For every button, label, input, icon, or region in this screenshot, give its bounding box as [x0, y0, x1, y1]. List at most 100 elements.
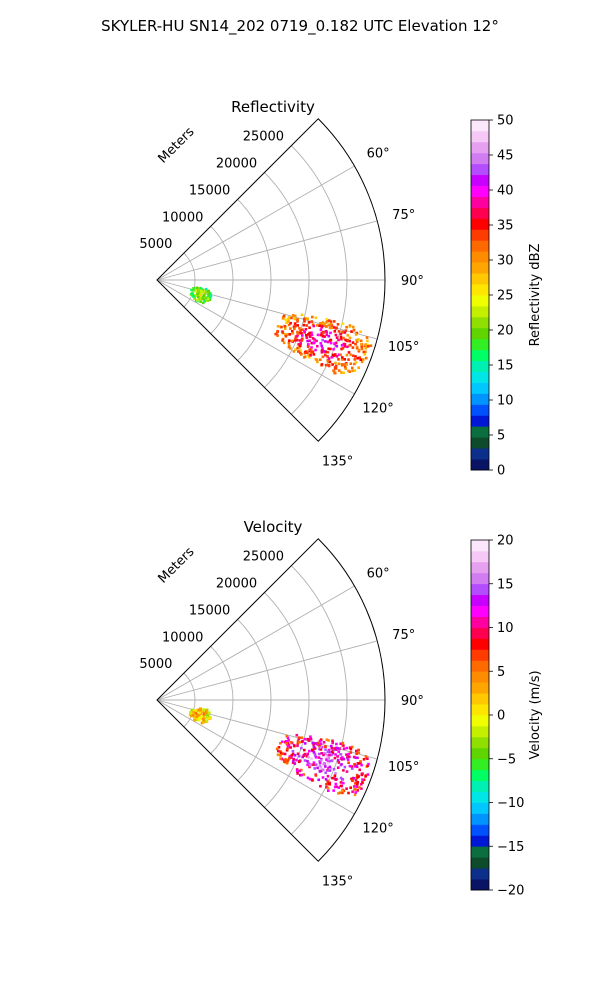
echo-bin [330, 759, 333, 763]
angle-tick-label: 135° [322, 875, 353, 890]
echo-bin [318, 747, 321, 751]
echo-bin [291, 330, 294, 333]
echo-bin [345, 787, 348, 790]
echo-bin [345, 746, 349, 750]
echo-bin [303, 737, 307, 741]
colorbar-swatch [471, 251, 489, 263]
echo-bin [354, 342, 357, 346]
echo-bin [346, 338, 349, 342]
echo-bin [326, 754, 329, 757]
echo-bin [339, 742, 342, 745]
echo-bin [341, 789, 344, 792]
echo-bin [344, 367, 347, 370]
echo-bin [328, 783, 331, 786]
panel-velocity: Velocity 5000 10000 15000 20000 25000 Meters 60… [139, 518, 543, 899]
angle-tick-label: 120° [362, 402, 393, 417]
angle-tick-label: 75° [392, 208, 415, 223]
echo-bin [199, 286, 203, 290]
range-tick-label: 10000 [162, 630, 203, 645]
echo-bin [318, 761, 322, 764]
echo-bin [326, 750, 330, 753]
echo-bin [361, 778, 364, 781]
echo-bin [298, 759, 302, 762]
echo-bin [308, 348, 311, 351]
echo-bin [208, 711, 211, 714]
echo-bin [202, 712, 206, 715]
echo-bin [328, 326, 332, 330]
echo-bin [305, 333, 308, 337]
echo-bin [293, 327, 296, 331]
echo-bin [369, 344, 373, 347]
echo-bin [292, 759, 295, 763]
echo-bin [301, 334, 304, 337]
echo-bin [356, 781, 359, 784]
echo-bin [312, 743, 315, 746]
echo-bin [333, 774, 337, 778]
angle-tick-label: 90° [401, 274, 424, 289]
echo-bin [342, 769, 345, 772]
echo-bin [360, 360, 364, 364]
echo-bin [281, 752, 285, 755]
echo-bin [307, 761, 310, 765]
range-tick-label: 5000 [139, 657, 172, 672]
echo-bin [319, 766, 323, 769]
echo-bin [364, 775, 367, 778]
echo-bin [190, 288, 193, 292]
echo-bin [313, 747, 317, 750]
echo-bin [300, 339, 304, 342]
echo-bin [279, 742, 282, 745]
echo-bin [307, 353, 310, 357]
echo-bin [357, 751, 361, 755]
echo-bin [290, 316, 293, 320]
echo-bin [300, 332, 303, 335]
echo-bin [358, 786, 361, 789]
echo-bin [311, 323, 315, 326]
echo-bin [356, 783, 359, 786]
echo-bin [345, 753, 348, 756]
echo-bin [202, 714, 205, 718]
colorbar-swatch [471, 196, 489, 208]
echo-bin [338, 747, 341, 750]
echo-bin [349, 747, 353, 751]
colorbar-tick-label: 0 [497, 464, 505, 479]
echo-bin [328, 765, 332, 769]
echo-bin [354, 791, 357, 794]
echo-bin [314, 763, 318, 766]
echo-bin [340, 371, 343, 374]
echo-bin [207, 292, 211, 296]
echo-bin [289, 746, 292, 749]
echo-bin [346, 758, 350, 761]
echo-bin [318, 770, 322, 773]
echo-bin [206, 717, 210, 720]
echo-bin [331, 363, 334, 366]
echo-bin [327, 347, 330, 350]
echo-bin [310, 341, 314, 345]
echo-bin [335, 355, 339, 358]
range-tick-label: 25000 [243, 550, 284, 565]
echo-bin [324, 321, 328, 324]
echo-bin [197, 286, 201, 290]
echo-bin [307, 738, 310, 742]
echo-bin [337, 786, 340, 789]
echo-bin [330, 747, 334, 750]
echo-bin [314, 774, 318, 777]
echo-bin [346, 334, 350, 337]
echo-bin [340, 331, 344, 334]
echo-bin [204, 299, 208, 302]
echo-bin [355, 347, 359, 350]
echo-bin [204, 710, 208, 714]
echo-bin [341, 347, 345, 350]
echo-bin [285, 759, 289, 762]
echo-bin [341, 356, 344, 359]
colorbar-swatch [471, 736, 489, 749]
echo-bin [319, 322, 322, 325]
echo-bin [287, 339, 291, 342]
angle-tick-label: 105° [388, 340, 419, 355]
echo-bin [296, 346, 299, 350]
colorbar-tick-label: 5 [497, 665, 505, 680]
echo-bin [204, 296, 208, 300]
echo-bin [307, 343, 310, 346]
echo-bin [353, 793, 357, 797]
echo-bin [202, 294, 206, 297]
colorbar-tick-label: 35 [497, 219, 514, 234]
